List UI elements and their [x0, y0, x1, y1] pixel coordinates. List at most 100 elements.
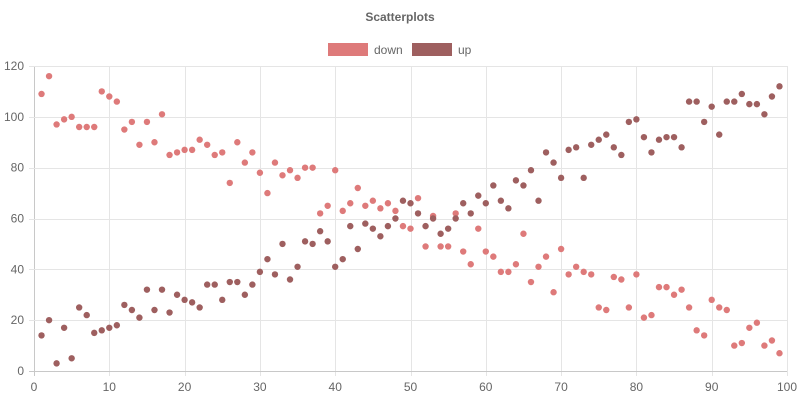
point-up[interactable]: [761, 111, 768, 118]
point-up[interactable]: [565, 146, 572, 154]
point-down[interactable]: [75, 123, 83, 131]
point-up[interactable]: [369, 225, 377, 232]
point-down[interactable]: [347, 200, 354, 207]
point-down[interactable]: [399, 222, 407, 230]
point-up[interactable]: [196, 304, 203, 311]
point-up[interactable]: [603, 131, 610, 138]
point-down[interactable]: [693, 327, 700, 334]
point-up[interactable]: [226, 278, 233, 286]
point-down[interactable]: [113, 98, 121, 105]
point-up[interactable]: [497, 197, 505, 204]
point-down[interactable]: [377, 205, 384, 212]
point-up[interactable]: [731, 98, 738, 105]
point-down[interactable]: [203, 141, 211, 148]
point-down[interactable]: [143, 118, 151, 126]
point-down[interactable]: [685, 304, 693, 311]
point-up[interactable]: [294, 263, 301, 270]
point-up[interactable]: [588, 141, 595, 148]
point-up[interactable]: [550, 159, 557, 166]
point-down[interactable]: [746, 324, 753, 331]
point-down[interactable]: [625, 304, 633, 311]
point-down[interactable]: [588, 271, 595, 278]
point-down[interactable]: [407, 225, 414, 232]
legend-item-up[interactable]: up: [412, 43, 472, 57]
point-down[interactable]: [226, 179, 233, 187]
point-up[interactable]: [68, 355, 75, 362]
point-up[interactable]: [128, 306, 136, 314]
point-down[interactable]: [264, 189, 271, 197]
point-down[interactable]: [332, 167, 339, 174]
point-up[interactable]: [693, 98, 700, 105]
point-up[interactable]: [91, 329, 98, 337]
point-up[interactable]: [173, 291, 181, 298]
point-up[interactable]: [482, 200, 489, 207]
point-down[interactable]: [565, 271, 572, 278]
point-down[interactable]: [497, 268, 505, 276]
point-down[interactable]: [603, 306, 610, 314]
point-down[interactable]: [655, 283, 663, 291]
point-down[interactable]: [241, 159, 249, 166]
point-up[interactable]: [467, 210, 474, 217]
point-up[interactable]: [113, 322, 121, 329]
point-up[interactable]: [700, 118, 708, 126]
point-up[interactable]: [505, 205, 512, 212]
point-down[interactable]: [121, 126, 128, 133]
point-down[interactable]: [83, 123, 90, 131]
point-down[interactable]: [68, 113, 75, 121]
point-down[interactable]: [301, 164, 309, 171]
point-up[interactable]: [475, 192, 482, 199]
point-up[interactable]: [414, 210, 422, 217]
point-down[interactable]: [158, 111, 166, 118]
point-up[interactable]: [542, 149, 550, 156]
point-down[interactable]: [384, 200, 392, 207]
point-up[interactable]: [75, 304, 83, 311]
point-down[interactable]: [369, 197, 377, 204]
point-down[interactable]: [60, 116, 68, 123]
point-up[interactable]: [98, 327, 105, 334]
point-down[interactable]: [610, 273, 618, 281]
point-down[interactable]: [572, 263, 580, 270]
point-up[interactable]: [452, 215, 459, 222]
point-down[interactable]: [663, 283, 670, 291]
point-up[interactable]: [377, 233, 384, 240]
point-down[interactable]: [527, 278, 535, 286]
point-up[interactable]: [203, 281, 211, 288]
point-up[interactable]: [723, 98, 730, 105]
point-up[interactable]: [158, 286, 166, 293]
point-down[interactable]: [595, 304, 602, 311]
point-down[interactable]: [173, 149, 181, 156]
point-up[interactable]: [316, 228, 324, 235]
point-up[interactable]: [219, 296, 226, 304]
point-down[interactable]: [286, 167, 294, 174]
point-down[interactable]: [776, 350, 783, 357]
point-up[interactable]: [332, 263, 339, 270]
point-up[interactable]: [309, 240, 316, 248]
point-up[interactable]: [241, 291, 249, 298]
point-up[interactable]: [678, 144, 685, 151]
point-down[interactable]: [294, 174, 301, 182]
point-up[interactable]: [339, 255, 346, 263]
point-down[interactable]: [414, 194, 422, 202]
point-down[interactable]: [678, 286, 685, 293]
point-up[interactable]: [211, 281, 218, 288]
point-down[interactable]: [324, 202, 331, 209]
point-up[interactable]: [437, 230, 444, 237]
point-up[interactable]: [460, 200, 467, 207]
point-up[interactable]: [188, 299, 196, 306]
point-up[interactable]: [444, 225, 452, 232]
point-up[interactable]: [663, 133, 670, 141]
point-up[interactable]: [655, 136, 663, 143]
point-up[interactable]: [249, 281, 256, 288]
point-down[interactable]: [309, 164, 316, 171]
point-down[interactable]: [505, 268, 512, 276]
point-up[interactable]: [512, 177, 520, 184]
point-down[interactable]: [38, 90, 45, 98]
point-down[interactable]: [550, 289, 557, 296]
point-up[interactable]: [271, 271, 279, 278]
point-down[interactable]: [437, 243, 444, 250]
point-up[interactable]: [301, 238, 309, 245]
point-down[interactable]: [106, 93, 113, 100]
point-up[interactable]: [166, 309, 173, 316]
point-up[interactable]: [595, 136, 602, 143]
point-up[interactable]: [121, 301, 128, 309]
